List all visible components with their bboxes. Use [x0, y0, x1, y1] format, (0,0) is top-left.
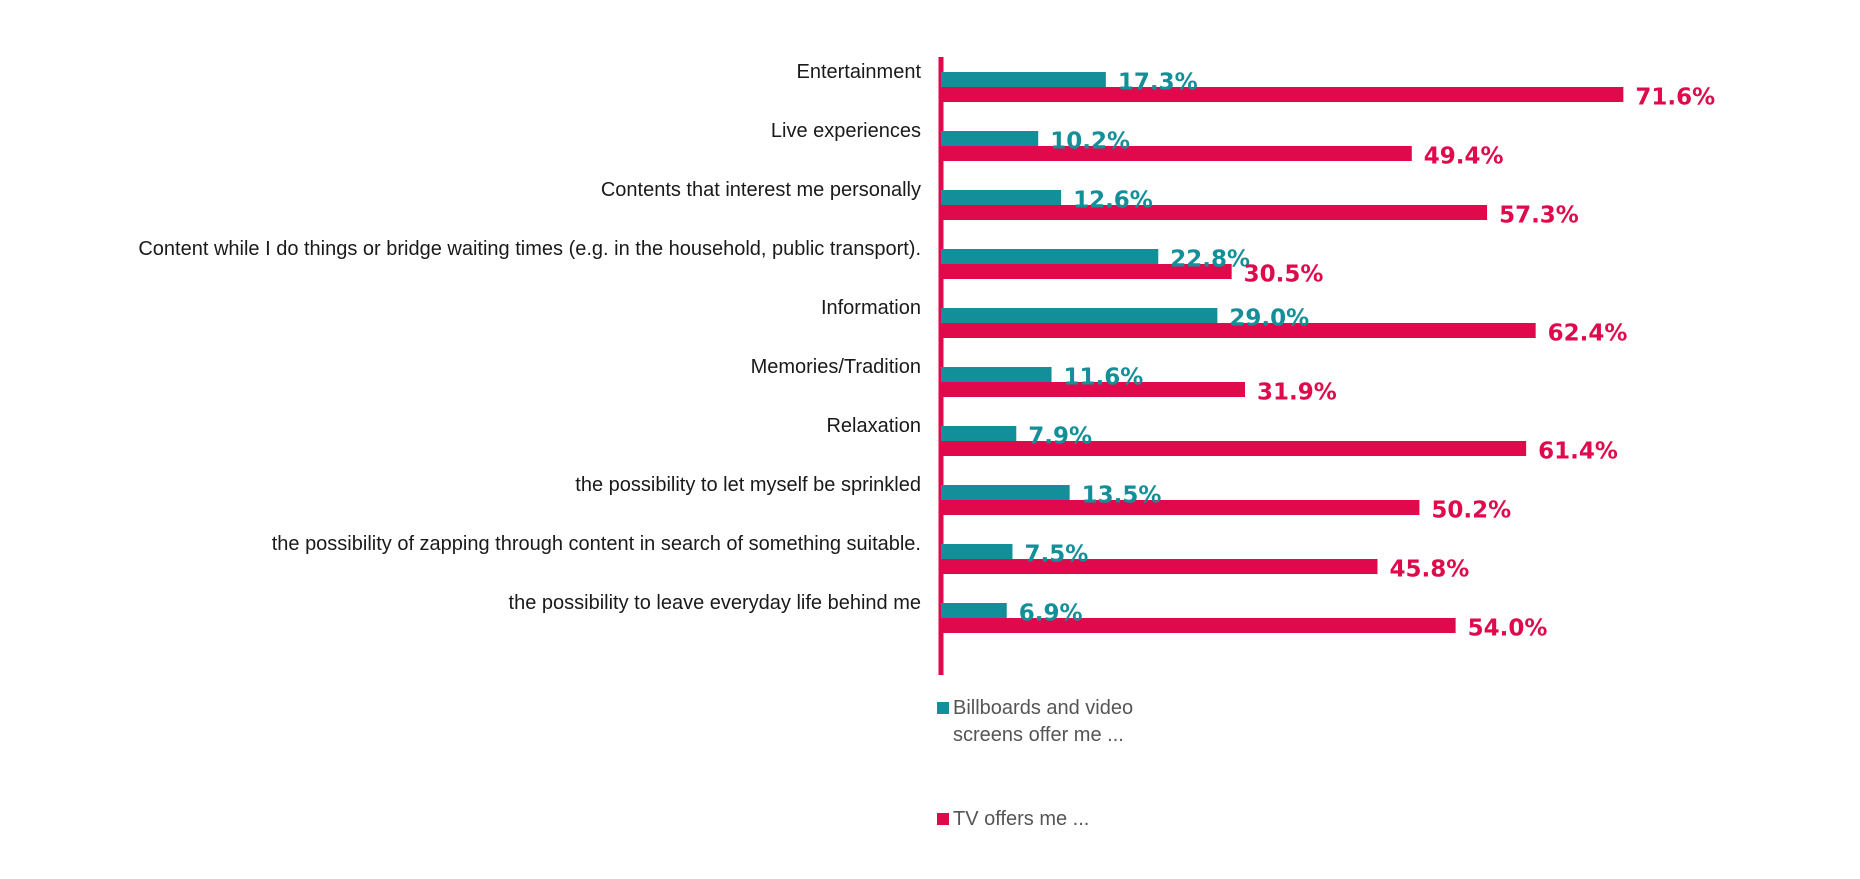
bar-billboards [941, 485, 1070, 500]
value-label-tv: 49.4% [1424, 144, 1504, 170]
value-label-billboards: 11.6% [1064, 365, 1144, 391]
legend-label-billboards: Billboards and video [953, 697, 1133, 719]
bar-tv [941, 146, 1412, 161]
value-label-billboards: 12.6% [1073, 188, 1153, 214]
value-label-billboards: 13.5% [1082, 483, 1162, 509]
legend-label-tv: TV offers me ... [953, 808, 1089, 830]
bar-billboards [941, 190, 1062, 205]
value-label-billboards: 7.5% [1024, 542, 1088, 568]
bar-billboards [941, 603, 1007, 618]
value-label-billboards: 17.3% [1118, 70, 1198, 96]
bar-billboards [941, 544, 1013, 559]
category-label: Live experiences [771, 120, 921, 142]
bar-billboards [941, 367, 1052, 382]
bars [941, 72, 1624, 633]
value-label-billboards: 6.9% [1019, 601, 1083, 627]
value-label-tv: 61.4% [1538, 439, 1618, 465]
bar-tv [941, 618, 1456, 633]
bar-tv [941, 441, 1527, 456]
category-label: Contents that interest me personally [601, 179, 921, 201]
bar-billboards [941, 249, 1159, 264]
value-labels: 17.3% 71.6% 10.2% 49.4% 12.6% 57.3% 22.8%30.5%… [1019, 70, 1715, 642]
value-label-billboards: 10.2% [1050, 129, 1130, 155]
value-label-billboards: 29.0% [1229, 306, 1309, 332]
bar-tv [941, 559, 1378, 574]
bar-tv [941, 205, 1488, 220]
legend-swatch-billboards [937, 702, 949, 714]
category-label: Relaxation [826, 415, 921, 437]
bar-billboards [941, 72, 1106, 87]
category-label: Memories/Tradition [751, 356, 921, 378]
value-label-tv: 45.8% [1389, 557, 1469, 583]
value-label-billboards: 22.8% [1170, 247, 1250, 273]
value-label-tv: 62.4% [1548, 321, 1628, 347]
value-label-billboards: 7.9% [1028, 424, 1092, 450]
category-label: Entertainment [796, 61, 921, 83]
bar-billboards [941, 308, 1218, 323]
bar-billboards [941, 131, 1039, 146]
bar-tv [941, 264, 1232, 279]
bar-tv [941, 87, 1624, 102]
bar-tv [941, 382, 1246, 397]
value-label-tv: 71.6% [1635, 85, 1715, 111]
category-label: Content while I do things or bridge wait… [138, 238, 921, 260]
bar-billboards [941, 426, 1017, 441]
bar-tv [941, 500, 1420, 515]
legend: Billboards and video screens offer me ...… [937, 697, 1133, 830]
value-label-tv: 30.5% [1244, 262, 1324, 288]
category-label: the possibility to leave everyday life b… [509, 592, 921, 614]
value-label-tv: 57.3% [1499, 203, 1579, 229]
category-label: Information [821, 297, 921, 319]
bar-tv [941, 323, 1536, 338]
value-label-tv: 31.9% [1257, 380, 1337, 406]
category-labels: Entertainment Live experiences Contents th… [138, 61, 921, 614]
category-label: the possibility of zapping through conte… [272, 533, 921, 555]
legend-label-billboards: screens offer me ... [953, 724, 1124, 746]
value-label-tv: 54.0% [1468, 616, 1548, 642]
legend-swatch-tv [937, 813, 949, 825]
category-label: the possibility to let myself be sprinkl… [575, 474, 921, 496]
value-label-tv: 50.2% [1431, 498, 1511, 524]
